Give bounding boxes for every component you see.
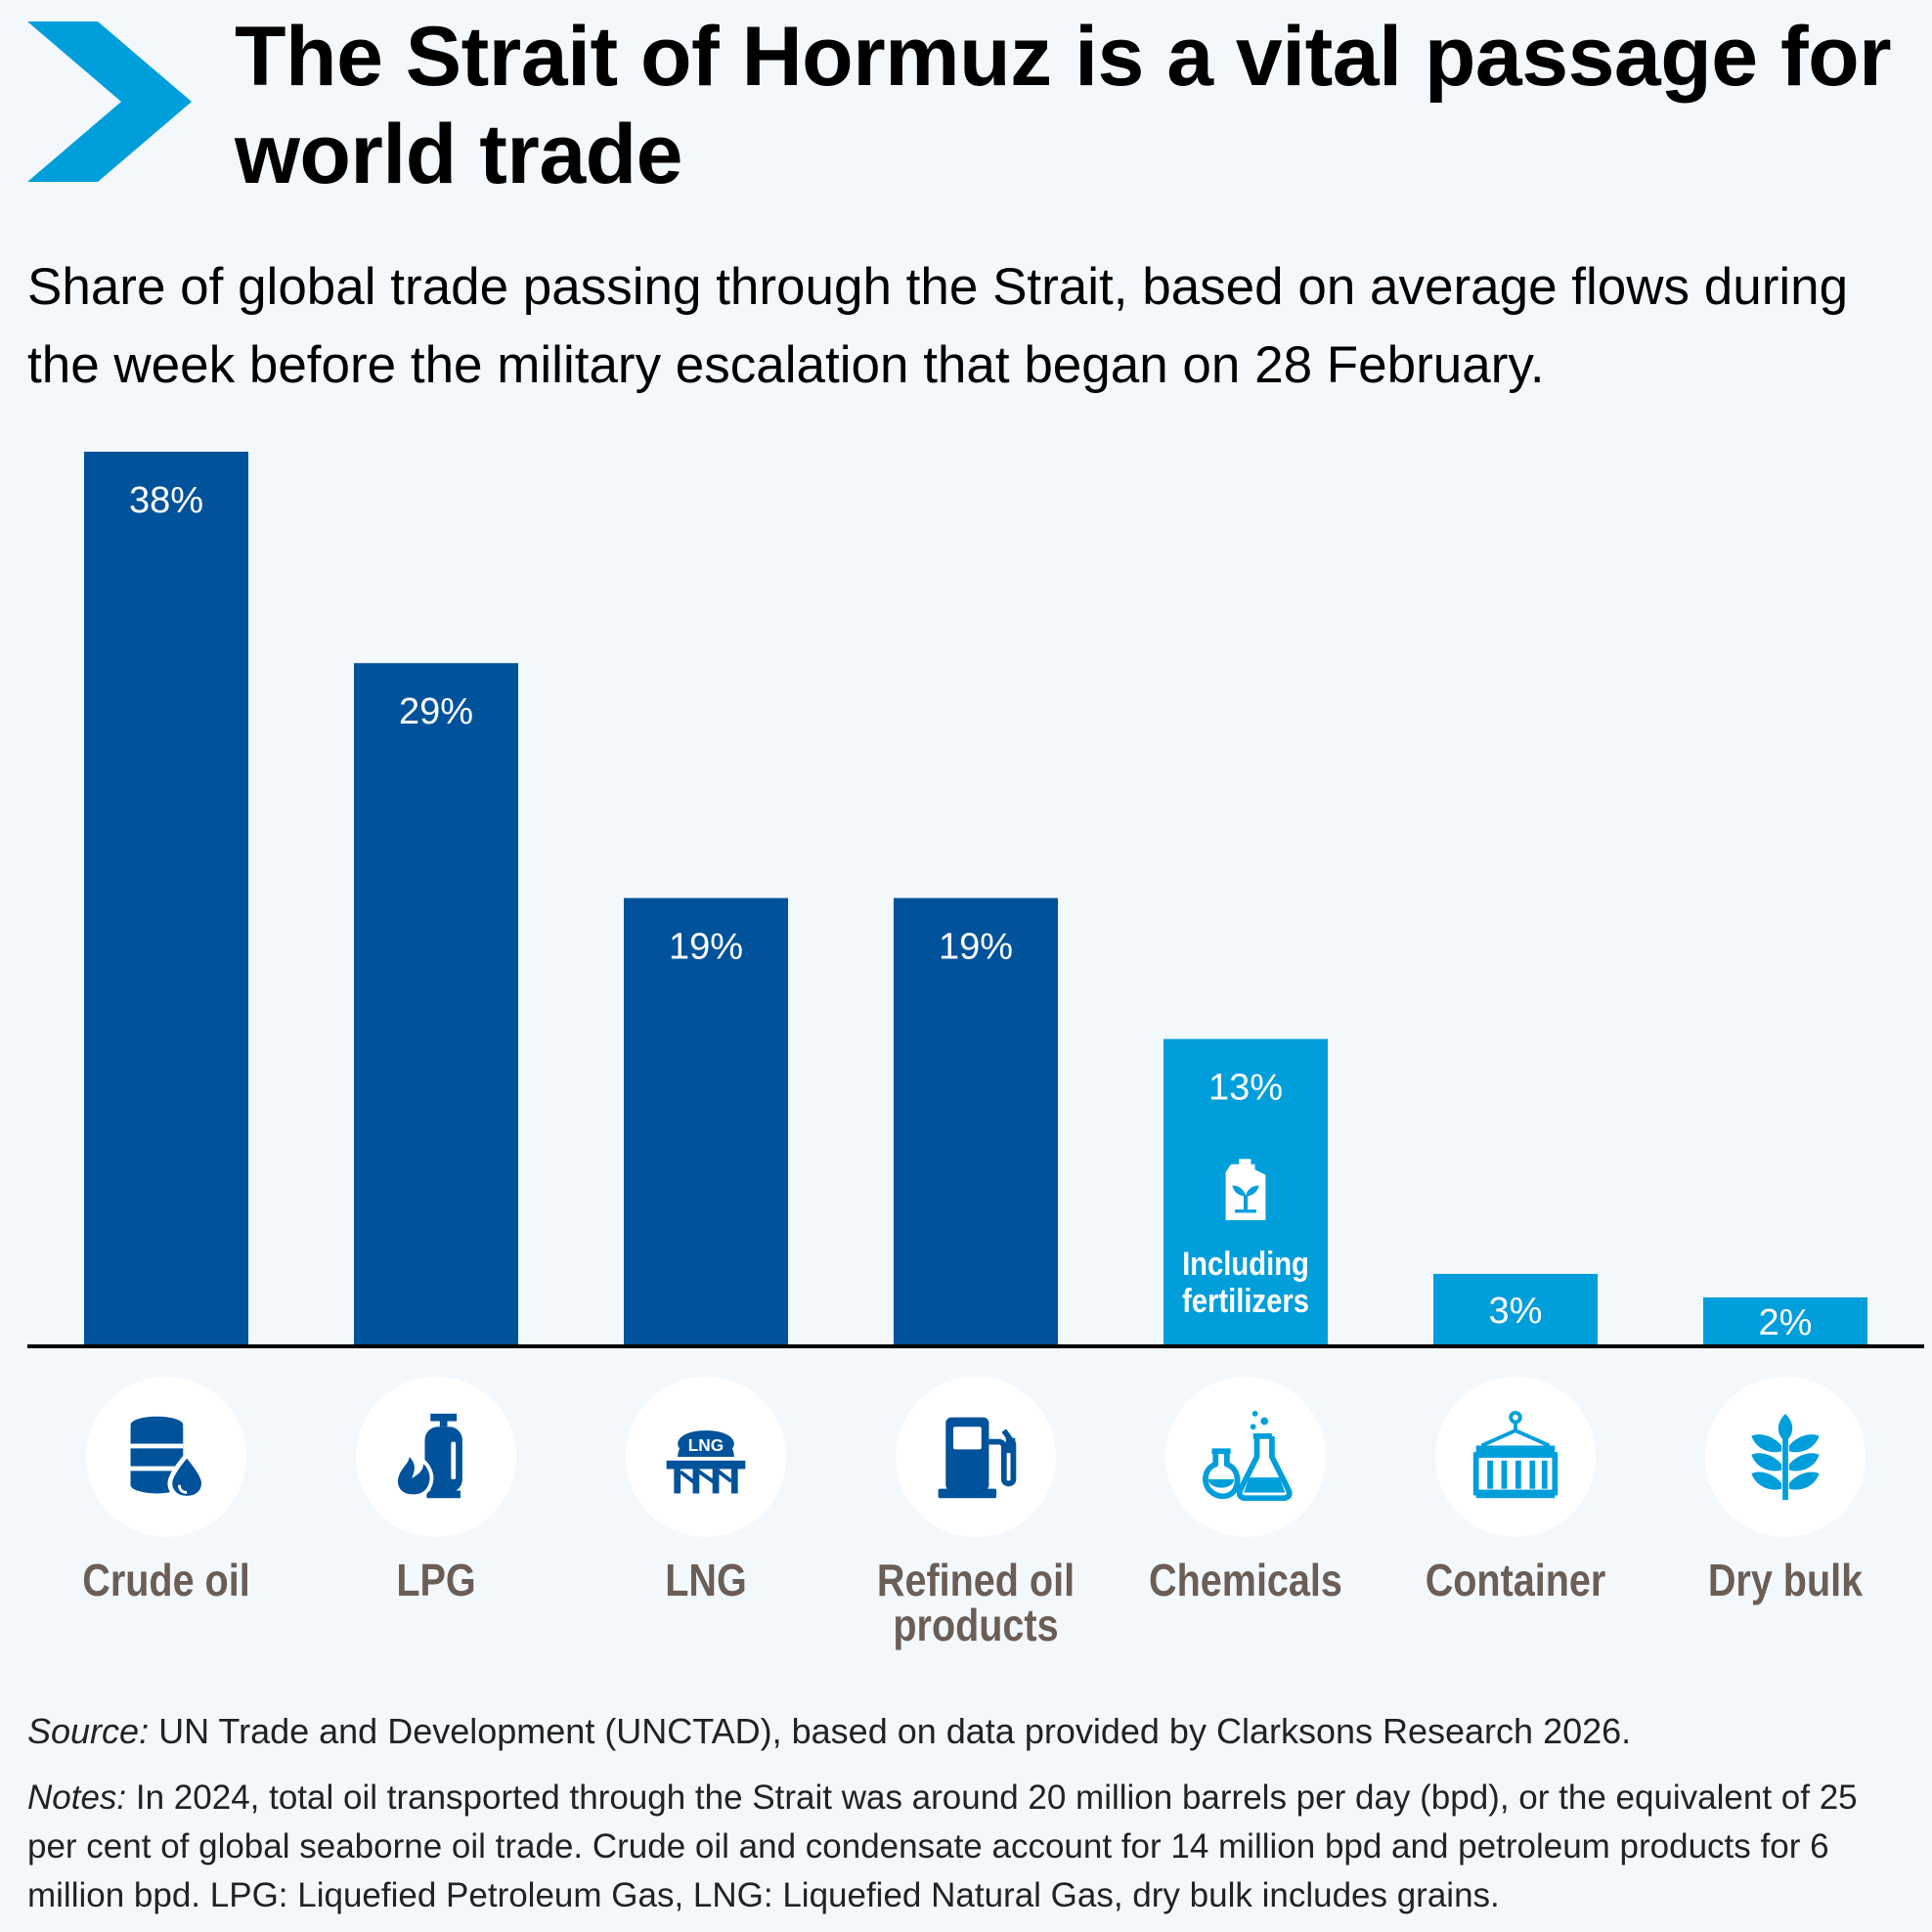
source-text: UN Trade and Development (UNCTAD), based… — [149, 1711, 1632, 1751]
source-note: Source: UN Trade and Development (UNCTAD… — [27, 1707, 1914, 1756]
annotation-chemicals: Including fertilizers — [1182, 1245, 1309, 1320]
notes-text: In 2024, total oil transported through t… — [27, 1778, 1858, 1914]
icon-circle-chemicals — [1165, 1377, 1326, 1537]
bar-container — [1433, 1273, 1598, 1344]
source-label: Source: — [27, 1711, 150, 1751]
bar-refined-oil-products — [894, 898, 1058, 1344]
bar-lpg — [354, 663, 518, 1344]
value-label-container: 3% — [1489, 1291, 1543, 1332]
category-label-chemicals: Chemicals — [1149, 1556, 1342, 1605]
category-label-lng: LNG — [665, 1556, 746, 1605]
value-label-chemicals: 13% — [1208, 1068, 1283, 1109]
category-label-lpg: LPG — [396, 1556, 475, 1605]
value-label-crude-oil: 38% — [129, 480, 203, 521]
category-label-crude-oil: Crude oil — [82, 1556, 249, 1605]
bar-crude-oil — [84, 452, 248, 1344]
bar-lng — [624, 898, 788, 1344]
category-label-container: Container — [1426, 1556, 1606, 1605]
bar-dry-bulk — [1703, 1296, 1867, 1344]
chevron-logo-icon — [27, 22, 192, 182]
notes-label: Notes: — [27, 1778, 127, 1817]
value-label-dry-bulk: 2% — [1759, 1302, 1813, 1343]
value-label-refined-oil-products: 19% — [939, 927, 1013, 968]
chart-subtitle: Share of global trade passing through th… — [27, 258, 1849, 394]
value-label-lng: 19% — [669, 927, 743, 968]
category-label-dry-bulk: Dry bulk — [1708, 1556, 1863, 1605]
value-label-lpg: 29% — [399, 691, 473, 732]
notes-text-block: Notes: In 2024, total oil transported th… — [27, 1774, 1914, 1920]
page-title: The Strait of Hormuz is a vital passage … — [235, 10, 1892, 201]
category-label-refined-oil-products: Refined oil products — [877, 1556, 1075, 1650]
